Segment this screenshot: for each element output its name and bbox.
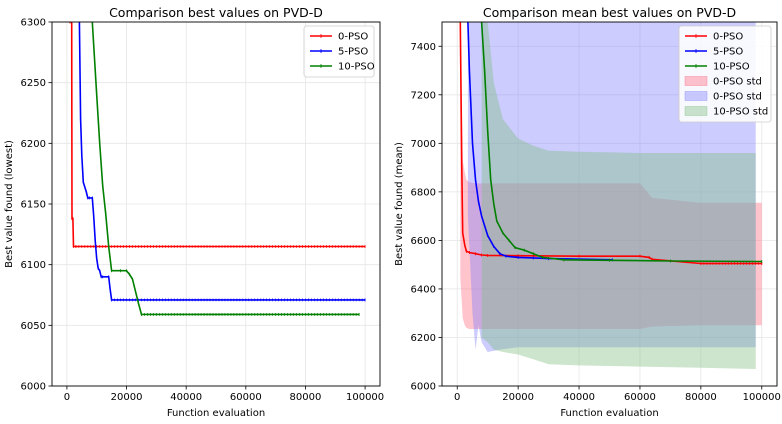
series-markers-0-PSO [69,22,366,248]
legend-item: 5-PSO [685,47,743,58]
y-tick-label: 6800 [411,187,436,198]
chart-panel-2: 0 20000 40000 60000 80000 100000 6000 6200 6400 6… [394,5,781,419]
series-line-5-PSO [467,22,613,261]
chart-title: Comparison mean best values on PVD-D [483,5,736,20]
legend-label: 0-PSO std [713,92,762,103]
x-tick-label: 0 [454,392,460,403]
legend: 0-PSO 5-PSO 10-PSO 0-PSO std 0-PSO std 10-PSO… [678,25,772,123]
legend-item: 0-PSO std [684,91,762,103]
plot-area [69,22,366,316]
y-tick-label: 6000 [21,382,46,393]
x-tick-label: 60000 [624,392,656,403]
y-tick-label: 6250 [21,78,46,89]
y-tick-label: 7400 [411,42,436,53]
x-tick-label: 40000 [170,392,202,403]
chart-panel-1: 0 20000 40000 60000 80000 100000 6000 6050 6100 6… [4,5,384,419]
legend-label: 10-PSO [338,62,375,73]
legend-swatch-patch [684,76,708,86]
x-tick-label: 20000 [502,392,534,403]
y-tick-label: 6600 [411,236,436,247]
y-tick-label: 6000 [411,382,436,393]
y-tick-label: 6300 [21,18,46,29]
legend-swatch-patch [684,106,708,116]
y-tick-label: 7000 [411,139,436,150]
legend-label: 0-PSO [713,32,743,43]
legend-item: 0-PSO std [684,76,762,88]
legend-item: 10-PSO [685,62,750,73]
x-tick-label: 80000 [685,392,717,403]
std-band-3 [481,22,756,369]
legend-item: 10-PSO std [684,106,768,118]
y-tick-label: 6100 [21,260,46,271]
legend-label: 0-PSO std [713,77,762,88]
y-axis-label: Best value found (mean) [394,142,405,266]
legend-label: 5-PSO [338,47,368,58]
series-markers-10-PSO [481,22,763,264]
series-markers-5-PSO [79,22,366,302]
series-markers-0-PSO [459,22,763,265]
y-tick-label: 7200 [411,90,436,101]
series-line-0-PSO [459,22,762,265]
y-tick-label: 6200 [21,139,46,150]
legend-label: 0-PSO [338,32,368,43]
y-tick-label: 6200 [411,333,436,344]
x-axis-label: Function evaluation [560,408,658,419]
legend-label: 10-PSO std [713,107,768,118]
x-tick-label: 100000 [743,392,781,403]
legend-item: 0-PSO [685,32,743,43]
x-tick-label: 100000 [346,392,384,403]
y-tick-label: 6400 [411,284,436,295]
legend-box [678,25,772,123]
legend-label: 5-PSO [713,47,743,58]
chart-title: Comparison best values on PVD-D [109,5,323,20]
x-tick-label: 60000 [230,392,262,403]
std-band-1 [460,22,762,329]
plot-frame [441,21,778,387]
y-axis-label: Best value found (lowest) [4,140,15,268]
series-line-10-PSO [480,22,762,263]
x-tick-label: 40000 [563,392,595,403]
x-axis-label: Function evaluation [167,408,265,419]
y-tick-label: 6150 [21,200,46,211]
series-markers-10-PSO [91,22,360,316]
x-tick-label: 20000 [111,392,143,403]
x-tick-label: 0 [64,392,70,403]
legend-item: 5-PSO [310,47,368,58]
legend-label: 10-PSO [713,62,750,73]
legend-box [303,25,375,78]
y-tick-label: 6050 [21,321,46,332]
x-tick-label: 80000 [290,392,322,403]
legend-swatch-patch [684,91,708,101]
legend-item: 10-PSO [310,62,375,73]
legend-item: 0-PSO [310,32,368,43]
legend: 0-PSO 5-PSO 10-PSO [303,25,375,78]
